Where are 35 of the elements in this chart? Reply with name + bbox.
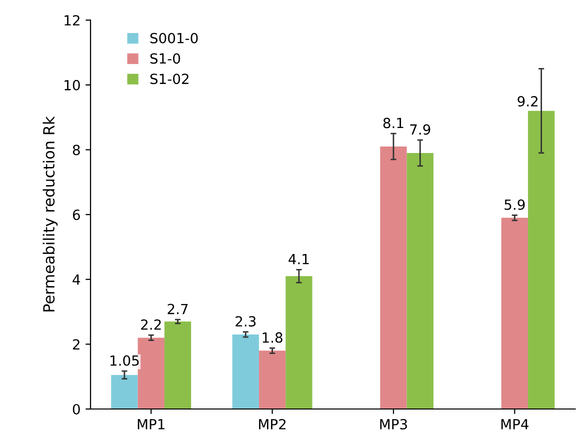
bar bbox=[528, 110, 555, 410]
bar bbox=[501, 218, 528, 410]
bar bbox=[258, 350, 286, 410]
y-tick-label: 4 bbox=[72, 274, 80, 285]
x-tick-label: MP3 bbox=[380, 418, 407, 430]
data-label: 1.8 bbox=[262, 332, 282, 343]
y-tick-label: 8 bbox=[72, 144, 80, 156]
y-tick-label: 12 bbox=[64, 15, 80, 26]
data-label: 9.2 bbox=[518, 96, 538, 107]
bar bbox=[232, 334, 259, 410]
x-tick-label: MP2 bbox=[259, 418, 286, 430]
legend-label: S1-0 bbox=[150, 53, 180, 64]
data-label: 8.1 bbox=[383, 118, 404, 128]
legend-label: S1-02 bbox=[150, 74, 188, 84]
y-tick-label: 2 bbox=[72, 339, 80, 350]
data-label: 2.7 bbox=[168, 304, 188, 314]
y-tick-label: 10 bbox=[64, 80, 80, 90]
data-label: 2.2 bbox=[141, 319, 161, 330]
bar bbox=[164, 322, 192, 410]
data-label: 4.1 bbox=[288, 254, 309, 264]
bar bbox=[286, 276, 312, 410]
x-tick-label: MP1 bbox=[138, 419, 164, 430]
bar bbox=[111, 374, 138, 410]
legend-label: S001-0 bbox=[150, 32, 198, 44]
data-label: 2.3 bbox=[236, 316, 256, 327]
bar bbox=[138, 338, 164, 410]
bar bbox=[380, 146, 407, 410]
bar bbox=[406, 152, 434, 410]
y-tick-label: 6 bbox=[72, 210, 80, 220]
data-label: 7.9 bbox=[410, 124, 430, 135]
y-axis-title: Permeability reduction Rk bbox=[42, 116, 58, 312]
data-label: 5.9 bbox=[504, 199, 525, 210]
x-tick-label: MP4 bbox=[501, 419, 528, 430]
y-tick-label: 0 bbox=[72, 404, 80, 414]
data-label: 1.05 bbox=[110, 355, 139, 366]
